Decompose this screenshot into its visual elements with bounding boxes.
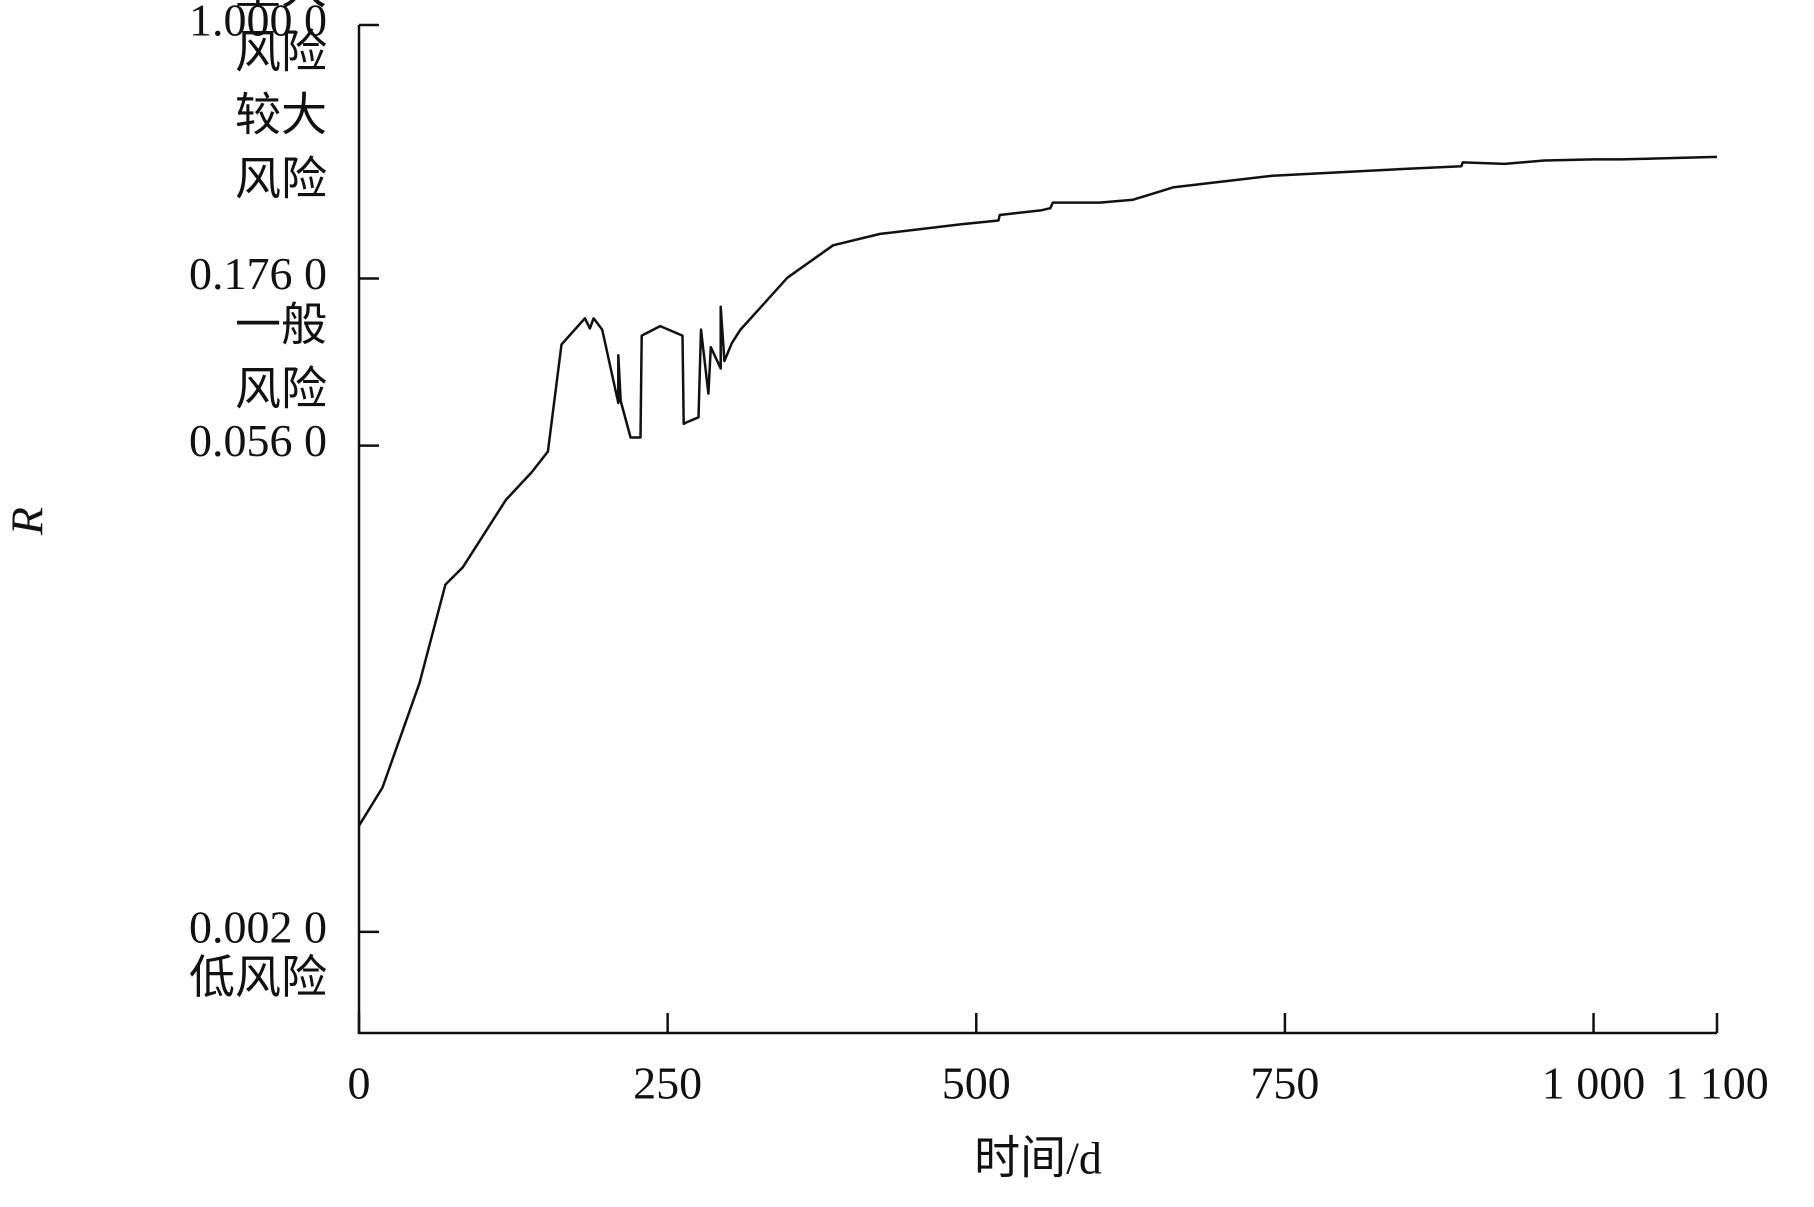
- x-tick-label: 750: [1250, 1058, 1319, 1109]
- x-tick-label: 250: [633, 1058, 702, 1109]
- x-tick-label: 500: [942, 1058, 1011, 1109]
- y-tick-label: 0.176 0: [189, 248, 327, 299]
- x-tick-label: 1 000: [1542, 1058, 1646, 1109]
- axes: [357, 25, 1717, 1035]
- x-tick-label: 1 100: [1665, 1058, 1769, 1109]
- y-tick-label: 1.000 0: [189, 0, 327, 46]
- zone-label: 较大: [235, 89, 327, 140]
- zone-label: 一般: [235, 300, 327, 351]
- data-line: [357, 155, 1718, 827]
- zone-label: 低风险: [189, 952, 327, 1003]
- zone-label: 风险: [235, 27, 327, 78]
- x-tick-label: 0: [348, 1058, 371, 1109]
- zone-label: 风险: [235, 364, 327, 415]
- y-tick-label: 0.056 0: [189, 415, 327, 466]
- y-axis-label: R: [2, 507, 53, 536]
- x-axis-label: 时间/d: [974, 1133, 1102, 1184]
- zone-label: 重大: [235, 0, 327, 14]
- zone-label: 风险: [235, 153, 327, 204]
- y-tick-label: 0.002 0: [189, 901, 327, 952]
